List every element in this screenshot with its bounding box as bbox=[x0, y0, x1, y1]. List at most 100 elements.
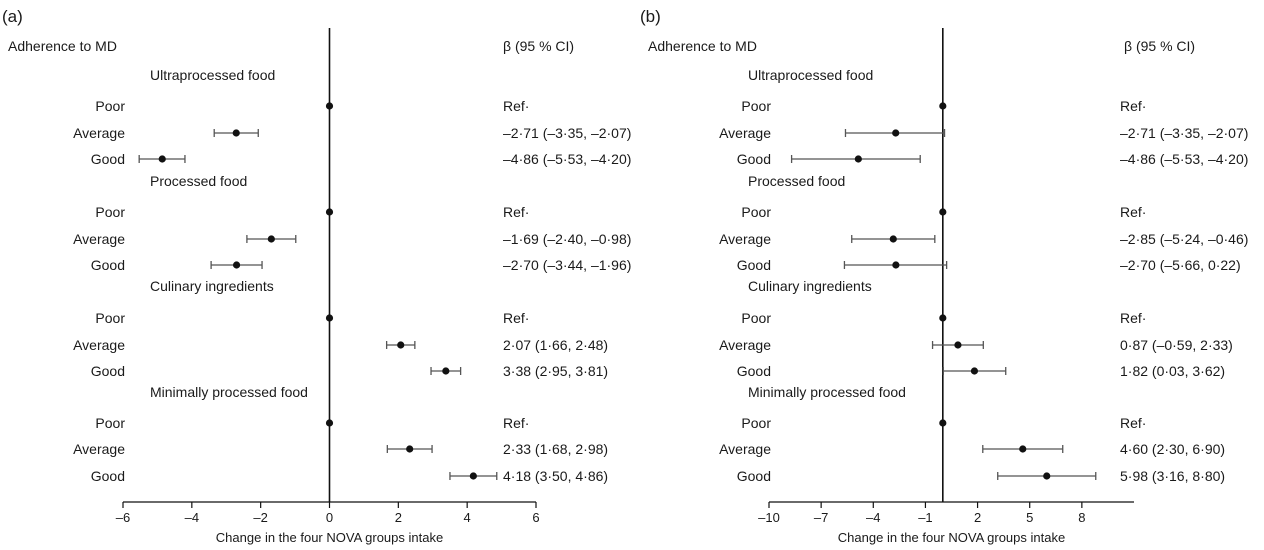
group-title: Minimally processed food bbox=[748, 384, 906, 400]
row-label: Poor bbox=[95, 310, 125, 326]
estimate-text: 4·60 (2·30, 6·90) bbox=[1120, 441, 1225, 457]
estimate-text: Ref· bbox=[503, 204, 529, 220]
row-label: Average bbox=[719, 441, 771, 457]
row-label: Good bbox=[91, 363, 125, 379]
x-tick-label: 0 bbox=[326, 510, 333, 525]
row-label: Average bbox=[719, 231, 771, 247]
row-label: Good bbox=[737, 363, 771, 379]
estimate-point bbox=[158, 155, 166, 163]
estimate-text: –2·85 (–5·24, –0·46) bbox=[1120, 231, 1248, 247]
estimate-point bbox=[267, 235, 275, 243]
estimate-text: Ref· bbox=[503, 415, 529, 431]
estimate-point bbox=[939, 314, 947, 322]
estimate-text: Ref· bbox=[1120, 415, 1146, 431]
row-label: Good bbox=[91, 151, 125, 167]
estimate-text: –2·70 (–3·44, –1·96) bbox=[503, 257, 631, 273]
row-label: Average bbox=[719, 125, 771, 141]
row-label: Good bbox=[737, 257, 771, 273]
estimate-text: Ref· bbox=[503, 310, 529, 326]
estimate-point bbox=[854, 155, 862, 163]
estimate-point bbox=[892, 129, 900, 137]
estimate-point bbox=[892, 261, 900, 269]
estimate-point bbox=[1043, 472, 1051, 480]
estimate-point bbox=[325, 314, 334, 322]
row-label: Poor bbox=[95, 98, 125, 114]
estimate-point bbox=[232, 261, 241, 269]
estimate-text: Ref· bbox=[1120, 98, 1146, 114]
row-header: Adherence to MD bbox=[648, 38, 757, 54]
estimate-point bbox=[325, 208, 334, 216]
row-label: Good bbox=[737, 151, 771, 167]
estimate-point bbox=[1019, 445, 1027, 453]
x-tick-label: 4 bbox=[464, 510, 471, 525]
estimate-text: 0·87 (–0·59, 2·33) bbox=[1120, 337, 1233, 353]
row-label: Average bbox=[73, 337, 125, 353]
x-tick-label: –7 bbox=[814, 510, 828, 525]
panel-label: (b) bbox=[640, 7, 661, 26]
estimate-text: 1·82 (0·03, 3·62) bbox=[1120, 363, 1225, 379]
estimate-text: Ref· bbox=[503, 98, 529, 114]
estimate-text: 2·33 (1·68, 2·98) bbox=[503, 441, 608, 457]
estimate-text: Ref· bbox=[1120, 204, 1146, 220]
estimate-text: –2·71 (–3·35, –2·07) bbox=[1120, 125, 1248, 141]
x-tick-label: –1 bbox=[918, 510, 932, 525]
row-label: Average bbox=[73, 441, 125, 457]
estimate-text: –2·70 (–5·66, 0·22) bbox=[1120, 257, 1241, 273]
row-label: Good bbox=[91, 468, 125, 484]
estimate-text: –2·71 (–3·35, –2·07) bbox=[503, 125, 631, 141]
group-title: Processed food bbox=[150, 173, 247, 189]
x-axis-title: Change in the four NOVA groups intake bbox=[216, 530, 443, 545]
estimate-point bbox=[442, 367, 450, 375]
estimate-point bbox=[939, 419, 947, 427]
row-label: Poor bbox=[95, 204, 125, 220]
estimate-text: –1·69 (–2·40, –0·98) bbox=[503, 231, 631, 247]
estimate-text: –4·86 (–5·53, –4·20) bbox=[503, 151, 631, 167]
x-tick-label: –6 bbox=[116, 510, 130, 525]
x-tick-label: –2 bbox=[253, 510, 267, 525]
x-tick-label: –4 bbox=[866, 510, 880, 525]
estimate-text: 5·98 (3·16, 8·80) bbox=[1120, 468, 1225, 484]
estimate-text: 2·07 (1·66, 2·48) bbox=[503, 337, 608, 353]
x-tick-label: 8 bbox=[1078, 510, 1085, 525]
estimate-point bbox=[889, 235, 897, 243]
estimate-point bbox=[325, 419, 334, 427]
x-tick-label: 5 bbox=[1026, 510, 1033, 525]
estimate-header: β (95 % CI) bbox=[1124, 38, 1195, 54]
row-label: Good bbox=[91, 257, 125, 273]
estimate-text: –4·86 (–5·53, –4·20) bbox=[1120, 151, 1248, 167]
x-tick-label: 2 bbox=[974, 510, 981, 525]
x-tick-label: –10 bbox=[758, 510, 780, 525]
estimate-point bbox=[469, 472, 477, 480]
x-tick-label: –4 bbox=[185, 510, 199, 525]
estimate-point bbox=[406, 445, 414, 453]
group-title: Processed food bbox=[748, 173, 845, 189]
estimate-header: β (95 % CI) bbox=[503, 38, 574, 54]
group-title: Culinary ingredients bbox=[748, 278, 872, 294]
group-title: Minimally processed food bbox=[150, 384, 308, 400]
x-tick-label: 2 bbox=[395, 510, 402, 525]
group-title: Ultraprocessed food bbox=[150, 67, 275, 83]
group-title: Ultraprocessed food bbox=[748, 67, 873, 83]
estimate-point bbox=[970, 367, 979, 375]
row-label: Poor bbox=[741, 204, 771, 220]
row-label: Average bbox=[73, 125, 125, 141]
estimate-point bbox=[232, 129, 240, 137]
row-label: Poor bbox=[95, 415, 125, 431]
x-axis-title: Change in the four NOVA groups intake bbox=[838, 530, 1065, 545]
estimate-point bbox=[397, 341, 405, 349]
x-tick-label: 6 bbox=[532, 510, 539, 525]
row-header: Adherence to MD bbox=[8, 38, 117, 54]
row-label: Average bbox=[719, 337, 771, 353]
row-label: Average bbox=[73, 231, 125, 247]
row-label: Poor bbox=[741, 310, 771, 326]
group-title: Culinary ingredients bbox=[150, 278, 274, 294]
estimate-text: Ref· bbox=[1120, 310, 1146, 326]
row-label: Good bbox=[737, 468, 771, 484]
estimate-point bbox=[939, 208, 947, 216]
row-label: Poor bbox=[741, 415, 771, 431]
estimate-point bbox=[939, 102, 947, 110]
estimate-point bbox=[325, 102, 334, 110]
estimate-text: 4·18 (3·50, 4·86) bbox=[503, 468, 608, 484]
estimate-point bbox=[954, 341, 962, 349]
